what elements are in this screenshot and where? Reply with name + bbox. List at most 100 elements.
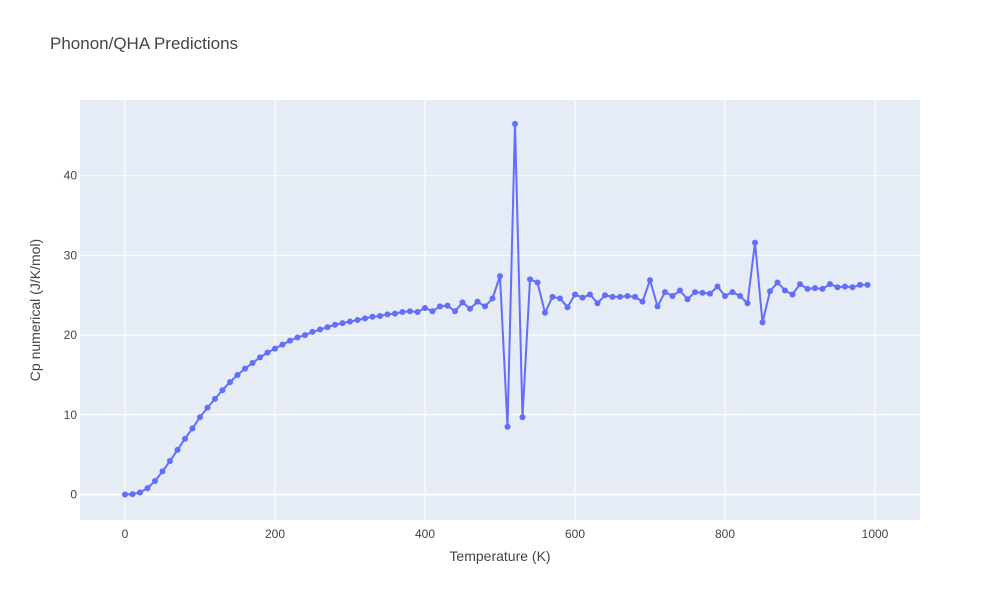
data-point[interactable] [407,308,413,315]
data-point[interactable] [174,446,181,453]
data-point[interactable] [429,308,436,315]
data-point[interactable] [639,298,646,305]
data-point[interactable] [474,298,481,305]
data-point[interactable] [122,491,128,498]
data-point[interactable] [129,491,136,498]
data-point[interactable] [519,414,526,421]
data-point[interactable] [369,313,376,320]
data-point[interactable] [557,295,563,302]
data-point[interactable] [444,302,451,309]
data-point[interactable] [602,292,608,299]
data-point[interactable] [234,371,241,378]
data-point[interactable] [227,379,233,386]
data-point[interactable] [159,468,166,475]
data-point[interactable] [677,287,683,294]
data-point[interactable] [152,477,158,484]
data-point[interactable] [707,290,713,297]
data-point[interactable] [212,395,218,402]
data-point[interactable] [144,485,151,492]
data-point[interactable] [437,303,443,310]
data-point[interactable] [842,283,848,290]
data-point[interactable] [819,285,826,292]
data-point[interactable] [714,283,721,290]
data-point[interactable] [564,304,571,311]
data-point[interactable] [669,293,676,300]
data-point[interactable] [857,281,863,288]
data-point[interactable] [534,279,541,286]
data-point[interactable] [339,320,346,327]
data-point[interactable] [827,281,833,288]
data-point[interactable] [864,281,871,288]
data-point[interactable] [137,489,143,496]
data-point[interactable] [699,289,706,296]
data-point[interactable] [347,318,353,325]
data-point[interactable] [609,293,616,300]
data-point[interactable] [579,294,586,301]
data-point[interactable] [722,293,728,300]
data-point[interactable] [309,328,316,335]
data-point[interactable] [257,354,263,361]
data-point[interactable] [482,303,488,310]
data-point[interactable] [287,337,293,344]
data-point[interactable] [302,332,308,339]
data-point[interactable] [737,293,743,300]
data-point[interactable] [242,365,248,372]
data-point[interactable] [294,334,301,341]
data-point[interactable] [632,293,638,300]
data-point[interactable] [759,319,766,326]
data-point[interactable] [354,316,361,323]
data-point[interactable] [834,284,841,291]
data-point[interactable] [219,387,226,394]
data-point[interactable] [789,291,796,298]
data-point[interactable] [729,289,736,296]
data-point[interactable] [752,239,758,246]
data-point[interactable] [332,321,338,328]
data-point[interactable] [617,293,623,300]
data-point[interactable] [272,345,278,352]
data-point[interactable] [812,285,818,292]
data-point[interactable] [264,349,271,356]
data-point[interactable] [399,308,406,315]
data-point[interactable] [692,289,698,296]
data-point[interactable] [587,291,593,298]
data-point[interactable] [489,295,496,302]
data-point[interactable] [594,300,601,307]
data-point[interactable] [542,309,548,316]
data-point[interactable] [512,120,518,127]
data-point[interactable] [647,277,653,284]
data-point[interactable] [167,458,173,465]
data-point[interactable] [744,300,751,307]
data-point[interactable] [782,287,788,294]
data-point[interactable] [572,291,578,298]
data-point[interactable] [774,279,781,286]
data-point[interactable] [377,312,383,319]
data-point[interactable] [662,289,668,296]
data-point[interactable] [249,360,256,366]
data-point[interactable] [324,324,331,331]
data-point[interactable] [317,326,323,333]
data-point[interactable] [459,299,466,306]
data-point[interactable] [767,288,773,295]
data-point[interactable] [197,414,203,421]
data-point[interactable] [414,308,421,315]
data-point[interactable] [452,308,458,315]
data-point[interactable] [204,404,211,411]
data-point[interactable] [504,423,511,430]
data-point[interactable] [467,305,473,312]
data-point[interactable] [849,284,856,291]
data-point[interactable] [362,315,368,322]
data-point[interactable] [384,311,391,318]
data-point[interactable] [182,435,188,442]
data-point[interactable] [392,310,398,317]
data-point[interactable] [279,341,286,348]
data-point[interactable] [654,303,661,310]
data-point[interactable] [797,281,803,288]
data-point[interactable] [497,273,503,280]
data-point[interactable] [804,285,811,292]
data-point[interactable] [684,296,691,303]
data-point[interactable] [624,293,631,300]
data-point[interactable] [189,425,196,432]
data-point[interactable] [422,305,428,312]
data-point[interactable] [527,276,533,283]
data-point[interactable] [549,293,556,300]
